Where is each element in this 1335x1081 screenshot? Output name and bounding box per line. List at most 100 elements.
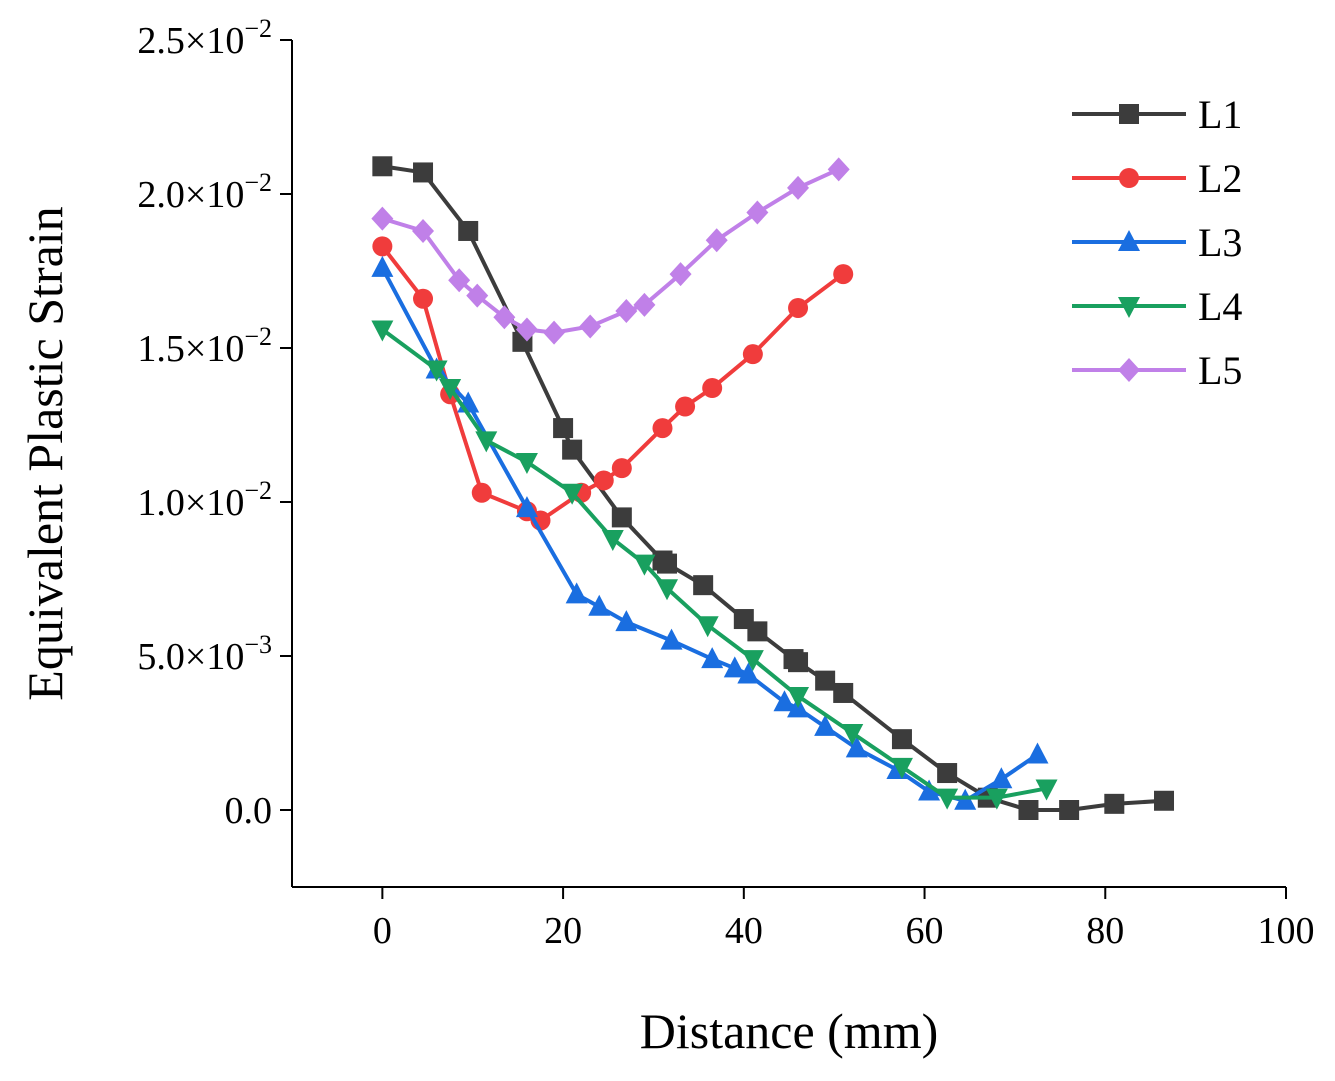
series-l4-point (890, 757, 913, 779)
series-l5-point (371, 206, 394, 231)
series-l1-point (1154, 790, 1175, 811)
legend-label: L2 (1198, 156, 1242, 201)
y-tick-label: 2.5×10−2 (137, 14, 272, 62)
series-l3-point (1026, 742, 1049, 764)
series-l5-point (448, 268, 471, 293)
series-l5-point (412, 218, 435, 243)
series-l5-point (705, 228, 728, 253)
series-l1-point (891, 729, 912, 750)
series-l2-point (471, 482, 492, 503)
series-l4-point (741, 650, 764, 672)
series-l3-point (701, 647, 724, 669)
series-l3-point (814, 714, 837, 736)
series-group (371, 156, 1175, 820)
series-l5-point (515, 317, 538, 342)
series-l2-point (833, 264, 854, 285)
y-tick-label: 2.0×10−2 (137, 168, 272, 216)
x-tick-label: 60 (906, 910, 944, 952)
legend-item-l5: L5 (1072, 348, 1242, 393)
legend-marker (1118, 230, 1140, 251)
series-l1-point (562, 439, 583, 460)
legend-item-l3: L3 (1072, 220, 1242, 265)
series-l3-point (371, 255, 394, 277)
series-l1-point (372, 156, 393, 177)
series-l2-point (652, 418, 673, 439)
series-l4-point (696, 616, 719, 638)
series-l4-point (787, 687, 810, 709)
series-l1-point (833, 682, 854, 703)
series-l1-point (788, 652, 809, 673)
series-l4-point (1035, 779, 1058, 801)
series-l4 (371, 320, 1058, 810)
series-l1-point (1018, 800, 1039, 820)
series-l3-point (615, 610, 638, 632)
x-tick-label: 100 (1258, 910, 1315, 952)
series-l4-point (985, 788, 1008, 810)
series-l1-point (413, 162, 434, 183)
legend-marker (1119, 168, 1139, 188)
series-l3-point (588, 594, 611, 616)
legend: L1 L2 L3 L4 L5 (1072, 92, 1242, 393)
series-l5-point (787, 175, 810, 200)
y-tick-label: 1.5×10−2 (137, 322, 272, 370)
legend-marker (1118, 358, 1140, 382)
series-l3-point (845, 736, 868, 758)
series-l5-point (493, 305, 516, 330)
series-l3-point (737, 662, 760, 684)
series-l2-point (372, 236, 393, 257)
series-l3-point (723, 656, 746, 678)
y-tick-label: 1.0×10−2 (137, 476, 272, 524)
series-l2-point (593, 470, 614, 491)
series-l4-point (601, 529, 624, 551)
legend-label: L3 (1198, 220, 1242, 265)
series-l5-point (543, 320, 566, 345)
series-l5-point (615, 299, 638, 324)
series-l5-point (746, 200, 769, 225)
series-l4-point (439, 379, 462, 401)
series-l4-point (425, 360, 448, 382)
series-l2-point (702, 378, 723, 399)
series-l1-point (611, 507, 632, 528)
series-l3-point (565, 582, 588, 604)
series-l3-point (773, 690, 796, 712)
series-l5-point (633, 292, 656, 317)
series-l2-point (611, 458, 632, 479)
series-l4-point (633, 554, 656, 576)
series-l4-point (561, 483, 584, 505)
series-l5-point (466, 283, 489, 308)
series-l1-point (1104, 793, 1125, 814)
x-tick-label: 0 (373, 910, 392, 952)
series-l4-point (936, 788, 959, 810)
legend-label: L5 (1198, 348, 1242, 393)
series-l4-point (841, 724, 864, 745)
series-l1-point (815, 670, 836, 691)
x-axis-title: Distance (mm) (640, 1003, 939, 1059)
series-l5-point (827, 157, 850, 182)
legend-marker (1118, 297, 1140, 318)
axes: 0 20 40 60 80 100 0.0 5.0×10−3 1.0×10−2 1.5×10−2 2… (137, 14, 1314, 952)
series-l3-point (660, 628, 683, 650)
x-tick-label: 20 (544, 910, 582, 952)
y-axis-title: Equivalent Plastic Strain (17, 206, 73, 700)
y-tick-label: 0.0 (225, 790, 273, 832)
series-l5 (371, 157, 850, 345)
series-l2-point (413, 288, 434, 309)
series-l1-point (1059, 800, 1080, 820)
series-l1-point (458, 220, 479, 241)
series-l2 (372, 236, 854, 531)
series-l1-point (553, 418, 574, 439)
series-l4-point (475, 431, 498, 453)
legend-marker (1119, 104, 1139, 124)
series-l4-point (371, 320, 394, 342)
series-l3-point (990, 767, 1013, 789)
series-l1-point (937, 763, 958, 784)
legend-item-l2: L2 (1072, 156, 1242, 201)
x-tick-label: 80 (1086, 910, 1124, 952)
series-l3-point (918, 779, 941, 801)
series-l3-point (515, 496, 538, 518)
legend-item-l4: L4 (1072, 284, 1242, 329)
series-l2-point (742, 344, 763, 365)
series-l1-point (693, 575, 714, 596)
legend-item-l1: L1 (1072, 92, 1242, 137)
